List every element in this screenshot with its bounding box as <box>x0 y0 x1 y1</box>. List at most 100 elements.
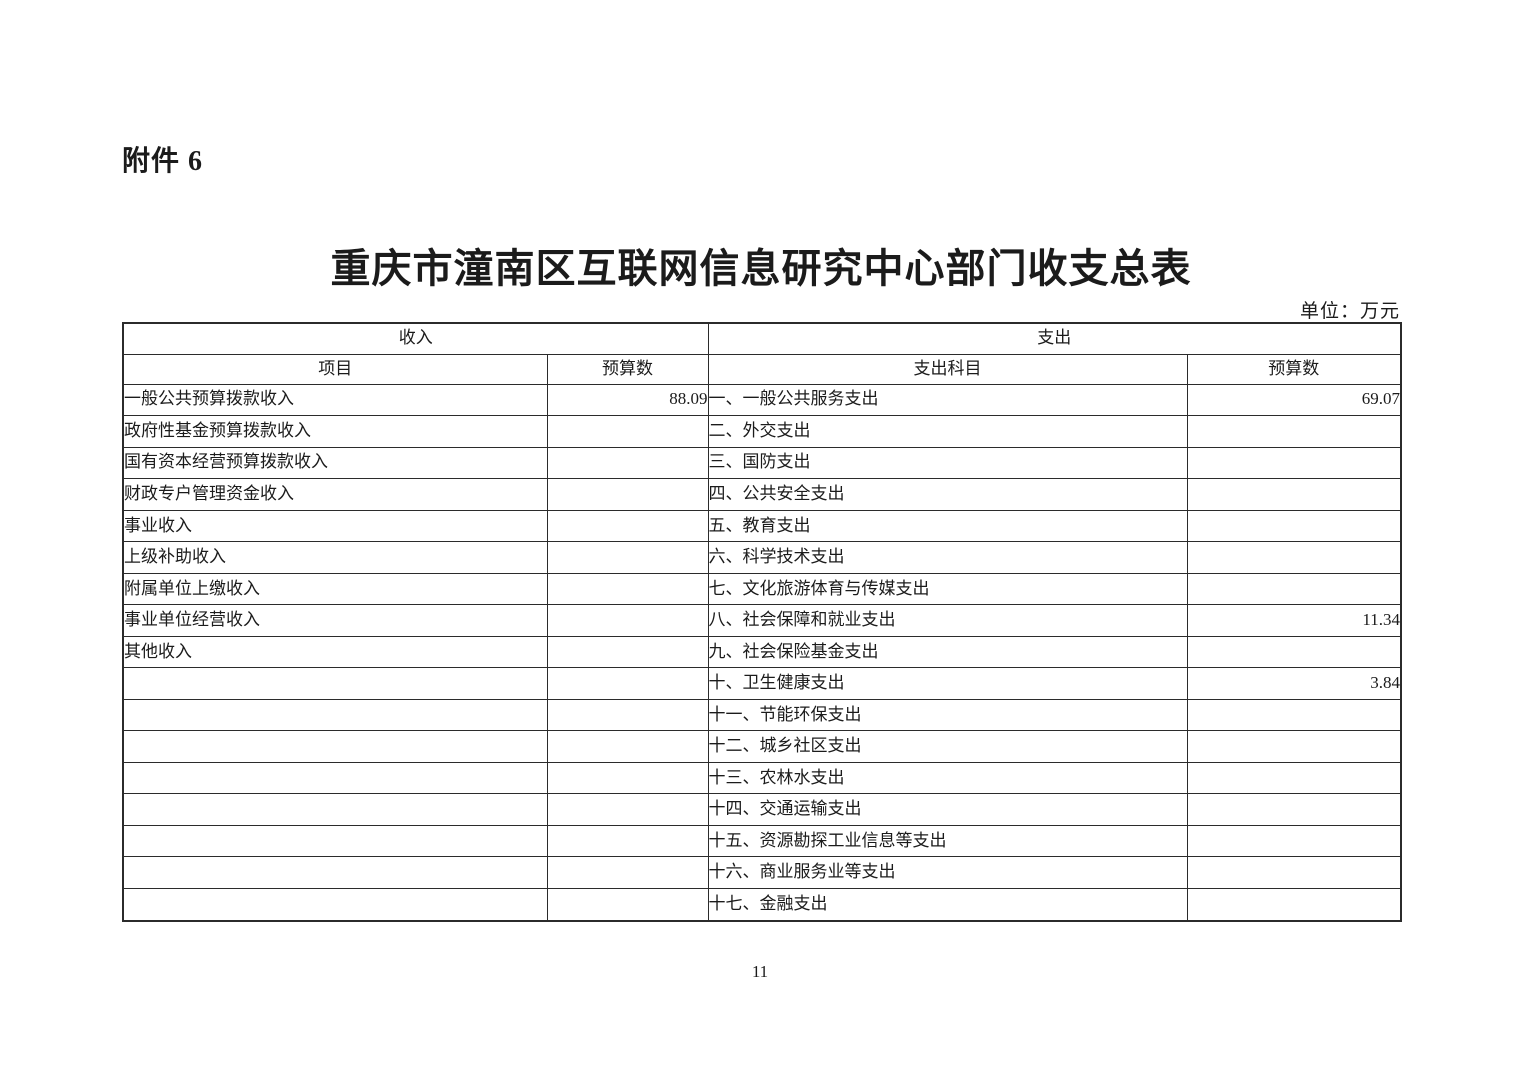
expense-budget-column-header: 预算数 <box>1186 353 1402 385</box>
income-item-cell: 财政专户管理资金收入 <box>122 478 548 511</box>
income-value-cell <box>546 415 709 448</box>
table-row: 政府性基金预算拨款收入 二、外交支出 <box>122 415 1402 448</box>
budget-table-container: 收入 支出 项目 预算数 支出科目 预算数 一般公共预算拨款收入 88.09 一… <box>122 322 1402 922</box>
income-item-cell <box>122 730 548 763</box>
table-row: 十七、金融支出 <box>122 888 1402 922</box>
expense-value-cell <box>1186 888 1402 922</box>
income-item-cell <box>122 824 548 858</box>
expense-value-cell <box>1186 446 1402 480</box>
income-value-cell <box>546 446 709 480</box>
income-budget-column-header: 预算数 <box>546 353 709 385</box>
income-value-cell <box>546 604 709 637</box>
income-value-cell <box>546 793 709 826</box>
income-value-cell <box>546 509 709 543</box>
table-row: 十、卫生健康支出 3.84 <box>122 667 1402 700</box>
expense-value-cell <box>1186 509 1402 543</box>
expense-value-cell <box>1186 541 1402 574</box>
income-value-cell <box>546 635 709 669</box>
table-row: 其他收入 九、社会保险基金支出 <box>122 635 1402 669</box>
income-item-cell: 政府性基金预算拨款收入 <box>122 415 548 448</box>
income-value-cell <box>546 541 709 574</box>
expense-value-cell <box>1186 478 1402 511</box>
expense-item-cell: 一、一般公共服务支出 <box>707 383 1188 417</box>
expense-item-cell: 九、社会保险基金支出 <box>707 635 1188 669</box>
table-row: 十一、节能环保支出 <box>122 698 1402 732</box>
expense-item-cell: 十七、金融支出 <box>707 888 1188 922</box>
expense-item-cell: 五、教育支出 <box>707 509 1188 543</box>
income-value-cell <box>546 824 709 858</box>
income-item-cell: 附属单位上缴收入 <box>122 572 548 606</box>
expense-item-cell: 七、文化旅游体育与传媒支出 <box>707 572 1188 606</box>
expense-value-cell <box>1186 415 1402 448</box>
expense-value-cell: 11.34 <box>1186 604 1402 637</box>
table-row: 国有资本经营预算拨款收入 三、国防支出 <box>122 446 1402 480</box>
income-value-cell <box>546 888 709 922</box>
expense-item-cell: 二、外交支出 <box>707 415 1188 448</box>
expense-item-cell: 十一、节能环保支出 <box>707 698 1188 732</box>
expense-value-cell <box>1186 856 1402 889</box>
income-value-cell <box>546 667 709 700</box>
income-item-cell: 事业收入 <box>122 509 548 543</box>
expense-item-column-header: 支出科目 <box>707 353 1188 385</box>
income-value-cell <box>546 698 709 732</box>
expense-value-cell <box>1186 824 1402 858</box>
table-row: 财政专户管理资金收入 四、公共安全支出 <box>122 478 1402 511</box>
income-item-column-header: 项目 <box>122 353 548 385</box>
attachment-label: 附件 6 <box>122 146 204 177</box>
income-item-cell <box>122 856 548 889</box>
expense-value-cell <box>1186 635 1402 669</box>
income-value-cell <box>546 730 709 763</box>
income-value-cell <box>546 856 709 889</box>
income-item-cell: 一般公共预算拨款收入 <box>122 383 548 417</box>
expense-item-cell: 十五、资源勘探工业信息等支出 <box>707 824 1188 858</box>
income-item-cell <box>122 761 548 795</box>
expense-value-cell <box>1186 793 1402 826</box>
table-row: 事业单位经营收入 八、社会保障和就业支出 11.34 <box>122 604 1402 637</box>
expense-item-cell: 十六、商业服务业等支出 <box>707 856 1188 889</box>
expense-item-cell: 三、国防支出 <box>707 446 1188 480</box>
expense-value-cell <box>1186 572 1402 606</box>
income-value-cell <box>546 478 709 511</box>
expense-value-cell <box>1186 761 1402 795</box>
table-row: 附属单位上缴收入 七、文化旅游体育与传媒支出 <box>122 572 1402 606</box>
income-value-cell: 88.09 <box>546 383 709 417</box>
income-item-cell <box>122 793 548 826</box>
table-row: 十五、资源勘探工业信息等支出 <box>122 824 1402 858</box>
income-item-cell: 事业单位经营收入 <box>122 604 548 637</box>
expense-item-cell: 十、卫生健康支出 <box>707 667 1188 700</box>
expense-value-cell: 3.84 <box>1186 667 1402 700</box>
expense-group-header: 支出 <box>707 322 1402 355</box>
expense-item-cell: 十四、交通运输支出 <box>707 793 1188 826</box>
income-item-cell: 其他收入 <box>122 635 548 669</box>
income-item-cell: 国有资本经营预算拨款收入 <box>122 446 548 480</box>
income-item-cell <box>122 888 548 922</box>
table-row: 事业收入 五、教育支出 <box>122 509 1402 543</box>
page-title: 重庆市潼南区互联网信息研究中心部门收支总表 <box>330 246 1192 291</box>
income-item-cell <box>122 667 548 700</box>
income-group-header: 收入 <box>122 322 709 355</box>
expense-value-cell <box>1186 698 1402 732</box>
table-group-header-row: 收入 支出 <box>122 322 1402 355</box>
expense-item-cell: 六、科学技术支出 <box>707 541 1188 574</box>
expense-value-cell: 69.07 <box>1186 383 1402 417</box>
income-item-cell <box>122 698 548 732</box>
table-row: 十六、商业服务业等支出 <box>122 856 1402 889</box>
expense-item-cell: 四、公共安全支出 <box>707 478 1188 511</box>
budget-table: 收入 支出 项目 预算数 支出科目 预算数 一般公共预算拨款收入 88.09 一… <box>122 322 1402 922</box>
unit-label: 单位：万元 <box>1299 301 1400 322</box>
table-row: 一般公共预算拨款收入 88.09 一、一般公共服务支出 69.07 <box>122 383 1402 417</box>
table-row: 十三、农林水支出 <box>122 761 1402 795</box>
income-value-cell <box>546 572 709 606</box>
table-subheader-row: 项目 预算数 支出科目 预算数 <box>122 353 1402 385</box>
table-row: 十四、交通运输支出 <box>122 793 1402 826</box>
page-number: 11 <box>751 962 769 981</box>
expense-item-cell: 十三、农林水支出 <box>707 761 1188 795</box>
expense-item-cell: 十二、城乡社区支出 <box>707 730 1188 763</box>
table-row: 上级补助收入 六、科学技术支出 <box>122 541 1402 574</box>
expense-value-cell <box>1186 730 1402 763</box>
income-value-cell <box>546 761 709 795</box>
table-row: 十二、城乡社区支出 <box>122 730 1402 763</box>
income-item-cell: 上级补助收入 <box>122 541 548 574</box>
expense-item-cell: 八、社会保障和就业支出 <box>707 604 1188 637</box>
